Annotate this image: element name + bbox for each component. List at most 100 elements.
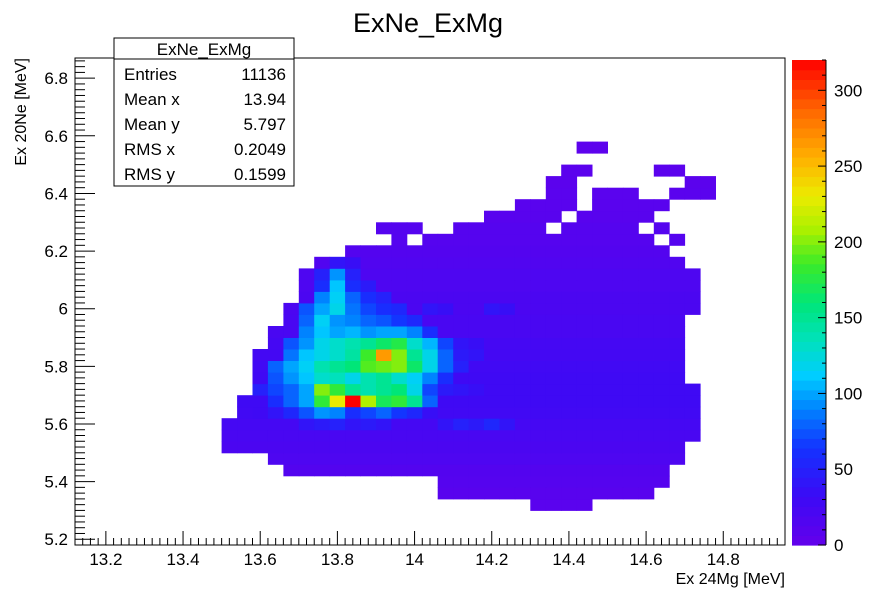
heatmap-cell: [514, 418, 531, 431]
heatmap-cell: [530, 487, 547, 500]
heatmap-cell: [391, 256, 408, 269]
heatmap-cell: [453, 475, 470, 488]
heatmap-cell: [653, 475, 670, 488]
heatmap-cell: [406, 245, 423, 258]
colorbar-tick-label: 250: [834, 157, 862, 176]
heatmap-cell: [653, 314, 670, 327]
heatmap-cell: [437, 256, 454, 269]
heatmap-cell: [468, 406, 485, 419]
heatmap-cell: [561, 395, 578, 408]
heatmap-cell: [298, 326, 315, 338]
heatmap-cell: [530, 383, 547, 396]
heatmap-cell: [638, 268, 655, 281]
heatmap-cell: [622, 441, 639, 454]
heatmap-cell: [545, 383, 562, 396]
heatmap-cell: [622, 210, 639, 223]
heatmap-cell: [499, 326, 516, 338]
stats-rms-y-label: RMS y: [124, 165, 176, 184]
heatmap-cell: [545, 210, 562, 223]
colorbar-band: [792, 108, 826, 119]
colorbar-band: [792, 409, 826, 420]
heatmap-cell: [499, 487, 516, 500]
heatmap-cell: [453, 360, 470, 373]
heatmap-cell: [391, 337, 408, 350]
heatmap-cell: [622, 256, 639, 269]
heatmap-cell: [422, 245, 439, 258]
heatmap-cell: [545, 360, 562, 373]
heatmap-cell: [422, 337, 439, 350]
heatmap-cell: [530, 337, 547, 350]
heatmap-cell: [499, 222, 516, 235]
heatmap-cell: [530, 406, 547, 419]
heatmap-cell: [499, 395, 516, 408]
heatmap-cell: [499, 279, 516, 292]
heatmap-cell: [622, 326, 639, 338]
y-tick-label: 6.8: [44, 69, 68, 88]
heatmap-cell: [653, 245, 670, 258]
heatmap-cell: [669, 372, 686, 385]
colorbar-band: [792, 360, 826, 371]
stats-box: ExNe_ExMg Entries 11136 Mean x 13.94 Mea…: [113, 37, 295, 187]
heatmap-cell: [329, 256, 346, 269]
heatmap-cell: [561, 464, 578, 477]
heatmap-cell: [638, 279, 655, 292]
heatmap-cell: [607, 372, 624, 385]
heatmap-cell: [592, 475, 608, 488]
colorbar-band: [792, 234, 826, 245]
heatmap-cell: [437, 233, 454, 246]
heatmap-cell: [298, 268, 315, 281]
heatmap-cell: [576, 452, 593, 465]
heatmap-cell: [283, 314, 300, 327]
heatmap-cell: [437, 302, 454, 315]
heatmap-cell: [391, 464, 408, 477]
heatmap-cell: [499, 464, 516, 477]
colorbar-band: [792, 321, 826, 333]
heatmap-cell: [314, 429, 331, 442]
heatmap-cell: [345, 279, 361, 292]
heatmap-cell: [576, 383, 593, 396]
heatmap-cell: [468, 487, 485, 500]
heatmap-cell: [283, 337, 300, 350]
heatmap-cell: [484, 222, 500, 235]
heatmap-cell: [329, 360, 346, 373]
heatmap-cell: [422, 383, 439, 396]
heatmap-cell: [561, 441, 578, 454]
heatmap-cell: [422, 441, 439, 454]
heatmap-cell: [684, 395, 701, 408]
x-tick-label: 14.2: [475, 550, 508, 569]
colorbar-band: [792, 467, 826, 478]
heatmap-cell: [468, 372, 485, 385]
heatmap-cell: [345, 302, 361, 315]
heatmap-cell: [314, 418, 331, 431]
colorbar-band: [792, 418, 826, 430]
colorbar-band: [792, 389, 826, 401]
heatmap-cell: [545, 291, 562, 304]
heatmap-cell: [653, 268, 670, 281]
stats-mean-y-value: 5.797: [243, 115, 286, 134]
heatmap-cell: [514, 349, 531, 361]
heatmap-cell: [422, 279, 439, 292]
heatmap-cell: [499, 441, 516, 454]
heatmap-cell: [622, 418, 639, 431]
heatmap-cell: [360, 268, 377, 281]
heatmap-cell: [514, 256, 531, 269]
heatmap-cell: [576, 487, 593, 500]
heatmap-cell: [406, 395, 423, 408]
heatmap-cell: [622, 268, 639, 281]
heatmap-cell: [530, 475, 547, 488]
colorbar-band: [792, 157, 826, 168]
heatmap-cell: [345, 429, 361, 442]
heatmap-cell: [561, 176, 578, 189]
heatmap-cell: [422, 360, 439, 373]
heatmap-cell: [345, 464, 361, 477]
heatmap-cell: [252, 383, 269, 396]
heatmap-cell: [514, 233, 531, 246]
colorbar-band: [792, 186, 826, 197]
heatmap-cell: [376, 406, 392, 419]
heatmap-cell: [391, 349, 408, 361]
heatmap-cell: [422, 291, 439, 304]
heatmap-cell: [684, 176, 701, 189]
stats-rms-x-label: RMS x: [124, 140, 176, 159]
heatmap-cell: [314, 406, 331, 419]
heatmap-cell: [406, 429, 423, 442]
